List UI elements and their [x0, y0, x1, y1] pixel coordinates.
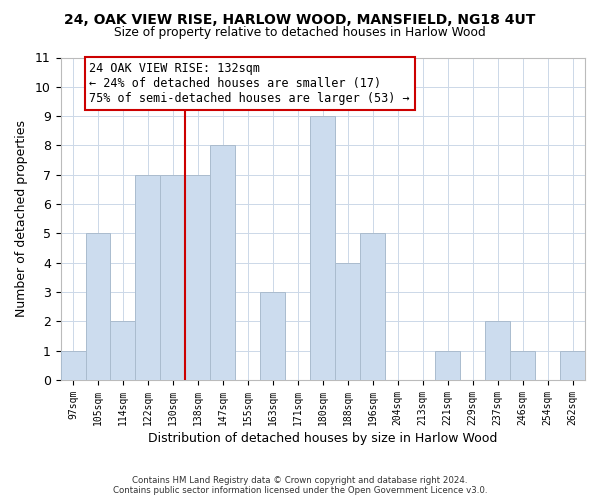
Bar: [185, 175, 211, 380]
Bar: [260, 292, 286, 380]
Text: Size of property relative to detached houses in Harlow Wood: Size of property relative to detached ho…: [114, 26, 486, 39]
Bar: [310, 116, 335, 380]
X-axis label: Distribution of detached houses by size in Harlow Wood: Distribution of detached houses by size …: [148, 432, 497, 445]
Text: 24, OAK VIEW RISE, HARLOW WOOD, MANSFIELD, NG18 4UT: 24, OAK VIEW RISE, HARLOW WOOD, MANSFIEL…: [64, 12, 536, 26]
Bar: [560, 351, 585, 380]
Bar: [211, 146, 235, 380]
Bar: [510, 351, 535, 380]
Bar: [86, 234, 110, 380]
Bar: [110, 322, 136, 380]
Text: 24 OAK VIEW RISE: 132sqm
← 24% of detached houses are smaller (17)
75% of semi-d: 24 OAK VIEW RISE: 132sqm ← 24% of detach…: [89, 62, 410, 105]
Y-axis label: Number of detached properties: Number of detached properties: [15, 120, 28, 318]
Bar: [360, 234, 385, 380]
Bar: [435, 351, 460, 380]
Bar: [485, 322, 510, 380]
Bar: [136, 175, 160, 380]
Bar: [61, 351, 86, 380]
Bar: [160, 175, 185, 380]
Bar: [335, 263, 360, 380]
Text: Contains HM Land Registry data © Crown copyright and database right 2024.
Contai: Contains HM Land Registry data © Crown c…: [113, 476, 487, 495]
